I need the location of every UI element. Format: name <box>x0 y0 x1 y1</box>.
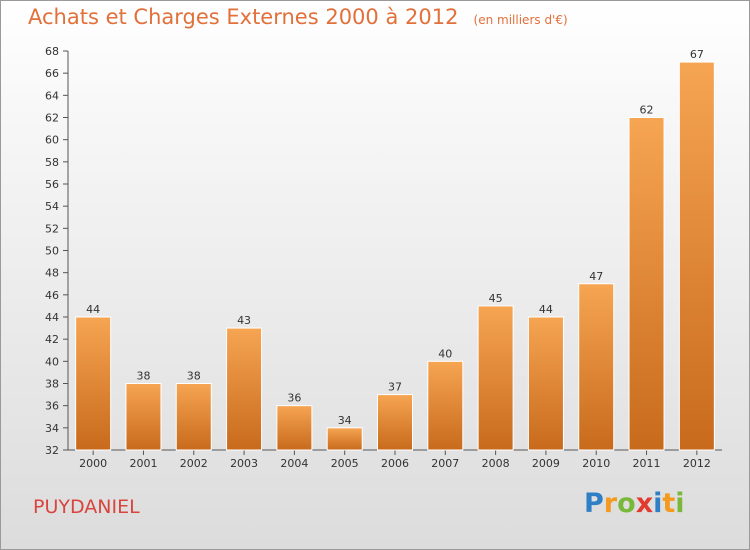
y-tick-label: 62 <box>45 112 59 125</box>
bar-value-label: 34 <box>338 414 352 427</box>
x-tick-label: 2002 <box>180 457 208 470</box>
bar <box>377 394 413 451</box>
x-tick-label: 2012 <box>683 457 711 470</box>
bar-value-label: 44 <box>539 303 553 316</box>
x-tick-label: 2011 <box>633 457 661 470</box>
y-tick-label: 64 <box>45 89 59 102</box>
bar-value-label: 36 <box>287 392 301 405</box>
proxiti-logo: Proxiti <box>584 488 685 519</box>
bar-value-label: 40 <box>438 347 452 360</box>
logo-letter: i <box>675 488 685 519</box>
logo-letter: i <box>653 488 663 519</box>
place-name: PUYDANIEL <box>33 496 140 518</box>
bar <box>276 405 313 451</box>
logo-letter: x <box>635 488 654 519</box>
y-tick-label: 56 <box>45 178 59 191</box>
bar-value-label: 47 <box>589 270 603 283</box>
y-tick-label: 68 <box>45 45 59 58</box>
x-tick-label: 2005 <box>331 457 359 470</box>
x-tick-label: 2008 <box>482 457 510 470</box>
y-tick-label: 54 <box>45 200 59 213</box>
bar <box>175 383 212 451</box>
bar <box>427 360 464 451</box>
logo-letter: t <box>662 488 676 519</box>
y-tick-label: 48 <box>45 267 59 280</box>
bar <box>226 327 263 451</box>
bar <box>75 316 112 451</box>
x-tick-label: 2010 <box>582 457 610 470</box>
bar-value-label: 67 <box>690 48 704 61</box>
logo-letter: o <box>617 488 636 519</box>
axes: 32 34 36 38 40 42 44 46 48 50 52 54 56 58 60 62 64 66 68 20… <box>45 45 722 470</box>
bar <box>477 305 514 451</box>
bar-value-label: 38 <box>136 370 150 383</box>
value-labels: 44 38 38 43 36 34 37 40 45 44 47 62 67 <box>86 48 704 427</box>
title-unit: (en milliers d'€) <box>473 13 568 27</box>
bar <box>125 383 162 451</box>
bar-value-label: 45 <box>489 292 503 305</box>
logo-letter: P <box>584 488 604 519</box>
bar-value-label: 44 <box>86 303 100 316</box>
y-tick-label: 38 <box>45 378 59 391</box>
bar <box>578 283 615 451</box>
y-tick-label: 36 <box>45 400 59 413</box>
bars <box>75 61 715 451</box>
x-tick-label: 2004 <box>280 457 308 470</box>
title-main: Achats et Charges Externes 2000 à 2012 <box>28 5 459 29</box>
chart-title: Achats et Charges Externes 2000 à 2012 (… <box>28 5 568 29</box>
bar-value-label: 43 <box>237 314 251 327</box>
bar <box>326 427 363 451</box>
x-tick-label: 2003 <box>230 457 258 470</box>
y-tick-label: 50 <box>45 245 59 258</box>
y-tick-label: 40 <box>45 355 59 368</box>
x-tick-label: 2006 <box>381 457 409 470</box>
y-tick-label: 66 <box>45 67 59 80</box>
bar <box>678 61 715 451</box>
y-tick-label: 34 <box>45 422 59 435</box>
y-tick-label: 52 <box>45 222 59 235</box>
bar-value-label: 37 <box>388 381 402 394</box>
x-tick-label: 2000 <box>79 457 107 470</box>
y-tick-label: 44 <box>45 311 59 324</box>
y-tick-label: 42 <box>45 333 59 346</box>
y-tick-label: 46 <box>45 289 59 302</box>
y-tick-label: 60 <box>45 134 59 147</box>
bar <box>628 117 665 451</box>
x-tick-label: 2001 <box>129 457 157 470</box>
x-tick-label: 2007 <box>431 457 459 470</box>
bar <box>527 316 564 451</box>
bar-value-label: 62 <box>640 104 654 117</box>
y-tick-label: 32 <box>45 444 59 457</box>
y-tick-label: 58 <box>45 156 59 169</box>
bar-value-label: 38 <box>187 370 201 383</box>
logo-letter: r <box>603 488 618 519</box>
x-tick-label: 2009 <box>532 457 560 470</box>
